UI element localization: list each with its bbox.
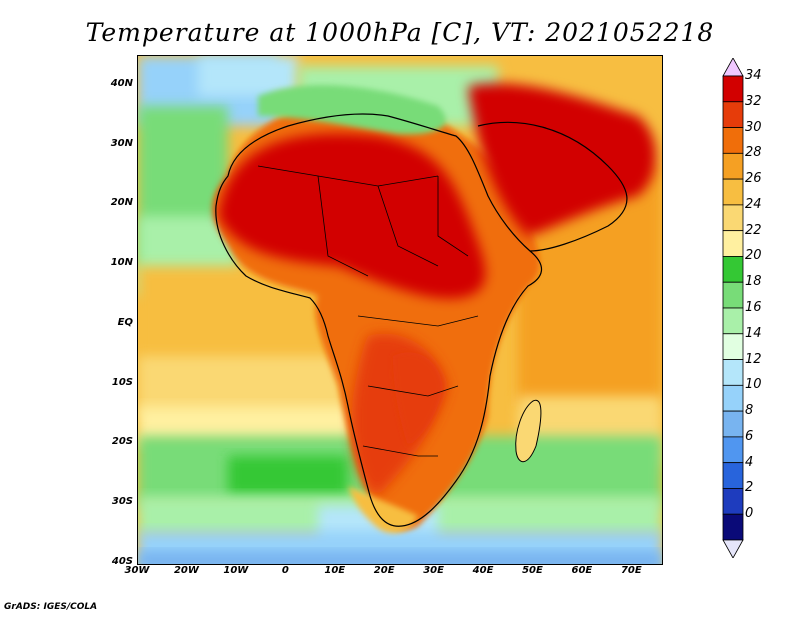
colorbar-segment (722, 513, 744, 541)
colorbar-segment (722, 230, 744, 257)
colorbar-label: 32 (745, 93, 762, 109)
lon-tick-label: 20E (373, 565, 395, 576)
colorbar-label: 28 (745, 145, 762, 161)
lon-tick-label: 70E (620, 565, 642, 576)
temperature-map (137, 55, 663, 565)
colorbar-segment (722, 359, 744, 386)
colorbar-bottom-arrow (722, 539, 744, 558)
lat-tick-label: 40S (111, 556, 133, 567)
lon-tick-label: 10E (324, 565, 346, 576)
colorbar-label: 10 (745, 377, 762, 393)
colorbar-segment (722, 281, 744, 309)
colorbar-segment (722, 75, 744, 103)
map-canvas (138, 56, 662, 564)
colorbar-label: 8 (745, 403, 754, 419)
madagascar (515, 399, 542, 463)
colorbar-segment (722, 384, 744, 412)
colorbar-label: 26 (745, 171, 762, 187)
colorbar-label: 22 (745, 222, 762, 238)
lon-tick-label: 60E (571, 565, 593, 576)
colorbar-segment (722, 101, 744, 128)
lon-tick-label: 10W (223, 565, 249, 576)
colorbar-label: 18 (745, 274, 762, 290)
colorbar (722, 58, 744, 558)
colorbar-segment (722, 462, 744, 489)
colorbar-label: 6 (745, 428, 754, 444)
colorbar-segment (722, 488, 744, 515)
colorbar-label: 24 (745, 196, 762, 212)
colorbar-label: 34 (745, 68, 762, 83)
lon-tick-label: 30E (423, 565, 444, 576)
lat-tick-label: 20S (111, 436, 133, 448)
colorbar-label: 14 (745, 325, 762, 341)
colorbar-top-arrow (722, 58, 744, 77)
colorbar-segment (722, 333, 744, 360)
lat-tick-label: 20N (110, 197, 133, 209)
colorbar-label: 16 (745, 300, 762, 315)
lat-tick-label: 40N (110, 77, 133, 89)
chart-title: Temperature at 1000hPa [C], VT: 20210522… (85, 18, 715, 47)
lat-tick-label: 30N (110, 137, 133, 149)
colorbar-label: 30 (745, 119, 762, 135)
lon-tick-label: 30W (124, 565, 150, 576)
lon-tick-label: 50E (522, 565, 543, 576)
lat-tick-label: 10S (111, 376, 133, 388)
colorbar-segment (722, 256, 744, 283)
lon-tick-label: 20W (173, 565, 199, 576)
lon-tick-label: 40E (472, 565, 494, 576)
colorbar-segment (722, 410, 744, 438)
colorbar-label: 12 (745, 351, 762, 367)
colorbar-segment (722, 152, 744, 180)
colorbar-segment (722, 436, 744, 464)
lon-tick-label: 0 (281, 565, 289, 576)
colorbar-label: 20 (745, 248, 762, 264)
lat-tick-label: EQ (117, 316, 133, 328)
colorbar-segment (722, 307, 744, 335)
footer-credit: GrADS: IGES/COLA (4, 602, 98, 612)
colorbar-segment (722, 127, 744, 154)
africa-coastline (215, 113, 542, 527)
colorbar-segment (722, 178, 744, 206)
colorbar-label: 2 (745, 480, 754, 496)
lat-tick-label: 10N (110, 257, 133, 269)
lat-tick-label: 30S (111, 496, 133, 508)
colorbar-segment (722, 204, 744, 232)
colorbar-label: 0 (745, 506, 754, 522)
colorbar-label: 4 (745, 454, 754, 470)
